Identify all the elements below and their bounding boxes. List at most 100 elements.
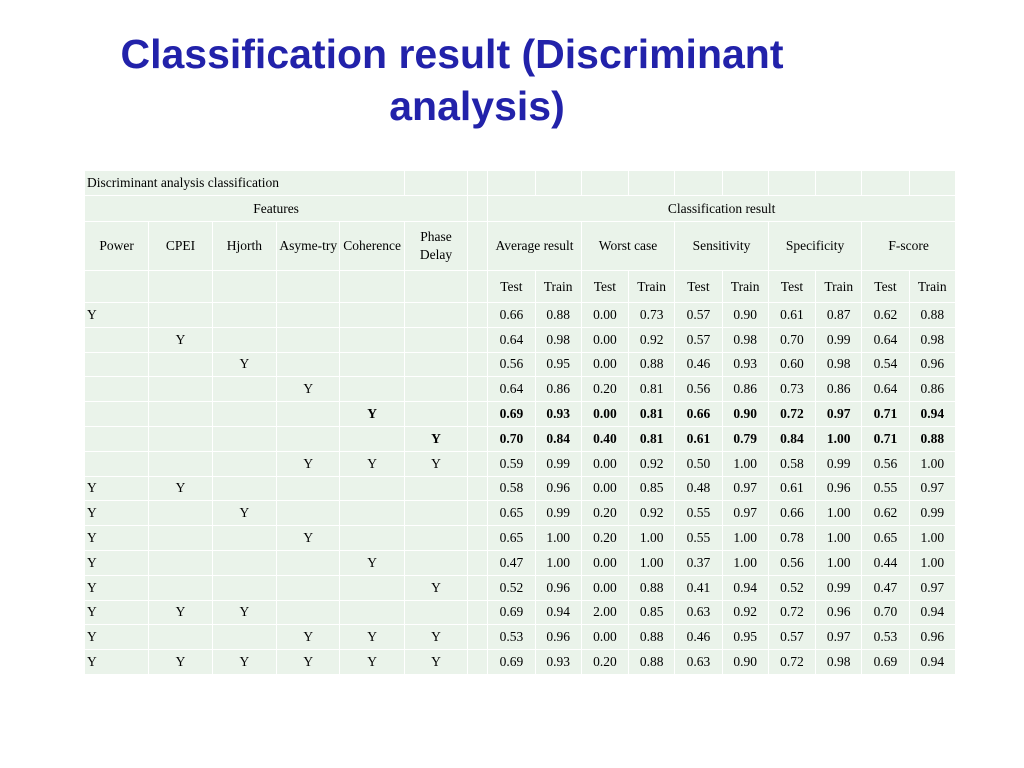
- metric-value-cell: 0.66: [768, 501, 817, 527]
- metric-value-cell: 0.96: [909, 352, 956, 378]
- feature-flag-cell: Y: [212, 501, 278, 527]
- metric-value-cell: 0.69: [488, 600, 536, 626]
- feature-flag-cell: [340, 327, 405, 353]
- slide-title: Classification result (Discriminant anal…: [0, 28, 1024, 132]
- metric-value-cell: 1.00: [535, 550, 582, 576]
- metric-value-cell: 0.86: [535, 377, 582, 403]
- metric-value-cell: 0.66: [675, 402, 723, 427]
- feature-flag-cell: Y: [340, 402, 405, 427]
- metric-value-cell: 0.44: [862, 550, 910, 576]
- metric-value-cell: 0.72: [768, 600, 817, 626]
- metric-value-cell: 0.88: [909, 426, 956, 452]
- feature-flag-cell: [404, 550, 469, 576]
- feature-flag-cell: [149, 550, 213, 576]
- feature-flag-cell: Y: [404, 625, 469, 651]
- feature-flag-cell: [277, 575, 341, 601]
- feature-flag-cell: [340, 476, 405, 502]
- table-row: Y Y Y Y Y Y 0.69 0.93 0.20 0.88 0.63 0.90 0.72 0.98 0.…: [85, 650, 956, 675]
- classification-result-group-header: Classification result: [488, 196, 956, 222]
- metric-value-cell: 0.65: [488, 526, 536, 551]
- metric-value-cell: 0.70: [768, 327, 817, 353]
- metric-value-cell: 0.56: [675, 377, 723, 403]
- feature-flag-cell: [85, 352, 150, 378]
- metric-value-cell: 0.84: [768, 426, 817, 452]
- feature-flag-cell: [277, 426, 341, 452]
- metric-value-cell: 0.00: [581, 550, 630, 576]
- header-asymetry: Asyme-try: [277, 222, 341, 271]
- feature-flag-cell: [404, 377, 469, 403]
- metric-value-cell: 0.73: [768, 377, 817, 403]
- feature-flag-cell: [149, 426, 213, 452]
- metric-value-cell: 0.65: [488, 501, 536, 527]
- feature-flag-cell: [85, 402, 150, 427]
- metric-value-cell: 0.94: [722, 575, 769, 601]
- metric-value-cell: 0.69: [488, 650, 536, 675]
- table-row: Y Y 0.65 0.99 0.20 0.92 0.55 0.97 0.66 1.00 0.62 0.…: [85, 501, 956, 527]
- feature-flag-cell: [212, 303, 278, 328]
- metric-value-cell: 0.97: [722, 501, 769, 527]
- table-row: Y Y 0.65 1.00 0.20 1.00 0.55 1.00 0.78 1.00 0.65 1.…: [85, 526, 956, 551]
- metric-value-cell: 0.69: [488, 402, 536, 427]
- group-header-row: Features Classification result: [85, 196, 956, 222]
- feature-flag-cell: Y: [85, 501, 150, 527]
- metric-value-cell: 0.00: [581, 625, 630, 651]
- metric-value-cell: 1.00: [722, 451, 769, 477]
- feature-flag-cell: [277, 303, 341, 328]
- metric-value-cell: 0.99: [816, 575, 863, 601]
- header-cpei: CPEI: [149, 222, 213, 271]
- feature-flag-cell: Y: [149, 476, 213, 502]
- metric-value-cell: 0.73: [629, 303, 676, 328]
- metric-value-cell: 0.96: [816, 476, 863, 502]
- metric-value-cell: 0.57: [675, 303, 723, 328]
- feature-flag-cell: [212, 377, 278, 403]
- feature-flag-cell: [85, 451, 150, 477]
- metric-value-cell: 0.48: [675, 476, 723, 502]
- header-coherence: Coherence: [340, 222, 405, 271]
- feature-flag-cell: [149, 352, 213, 378]
- metric-value-cell: 0.99: [535, 501, 582, 527]
- feature-flag-cell: [340, 377, 405, 403]
- header-f-score: F-score: [862, 222, 956, 271]
- feature-flag-cell: [212, 575, 278, 601]
- metric-value-cell: 0.81: [629, 402, 676, 427]
- feature-flag-cell: Y: [149, 600, 213, 626]
- metric-value-cell: 0.53: [862, 625, 910, 651]
- feature-flag-cell: Y: [404, 426, 469, 452]
- feature-flag-cell: [149, 501, 213, 527]
- metric-value-cell: 0.97: [816, 402, 863, 427]
- feature-flag-cell: Y: [85, 476, 150, 502]
- metric-value-cell: 1.00: [816, 501, 863, 527]
- metric-value-cell: 0.98: [722, 327, 769, 353]
- metric-value-cell: 0.20: [581, 501, 630, 527]
- metric-value-cell: 0.64: [488, 377, 536, 403]
- metric-value-cell: 0.46: [675, 625, 723, 651]
- header-worst-case: Worst case: [581, 222, 676, 271]
- metric-value-cell: 0.93: [535, 650, 582, 675]
- feature-flag-cell: [277, 476, 341, 502]
- metric-value-cell: 0.55: [862, 476, 910, 502]
- subheader-test: Test: [675, 271, 723, 303]
- metric-value-cell: 0.85: [629, 600, 676, 626]
- metric-value-cell: 0.94: [909, 600, 956, 626]
- metric-value-cell: 1.00: [722, 526, 769, 551]
- metric-value-cell: 0.97: [816, 625, 863, 651]
- spacer-cell: [468, 526, 489, 551]
- spacer-cell: [468, 575, 489, 601]
- column-header-row: Power CPEI Hjorth Asyme-try Coherence Ph…: [85, 222, 956, 271]
- classification-results-table: Discriminant analysis classification Fea…: [85, 171, 956, 675]
- feature-flag-cell: [277, 402, 341, 427]
- metric-value-cell: 0.71: [862, 402, 910, 427]
- metric-value-cell: 0.20: [581, 526, 630, 551]
- metric-value-cell: 0.98: [816, 352, 863, 378]
- metric-value-cell: 0.87: [816, 303, 863, 328]
- feature-flag-cell: [340, 352, 405, 378]
- feature-flag-cell: Y: [149, 327, 213, 353]
- metric-value-cell: 0.92: [722, 600, 769, 626]
- feature-flag-cell: Y: [340, 625, 405, 651]
- metric-value-cell: 0.65: [862, 526, 910, 551]
- metric-value-cell: 0.88: [629, 352, 676, 378]
- metric-value-cell: 0.98: [535, 327, 582, 353]
- caption-row: Discriminant analysis classification: [85, 171, 956, 196]
- metric-value-cell: 1.00: [816, 550, 863, 576]
- metric-value-cell: 0.47: [862, 575, 910, 601]
